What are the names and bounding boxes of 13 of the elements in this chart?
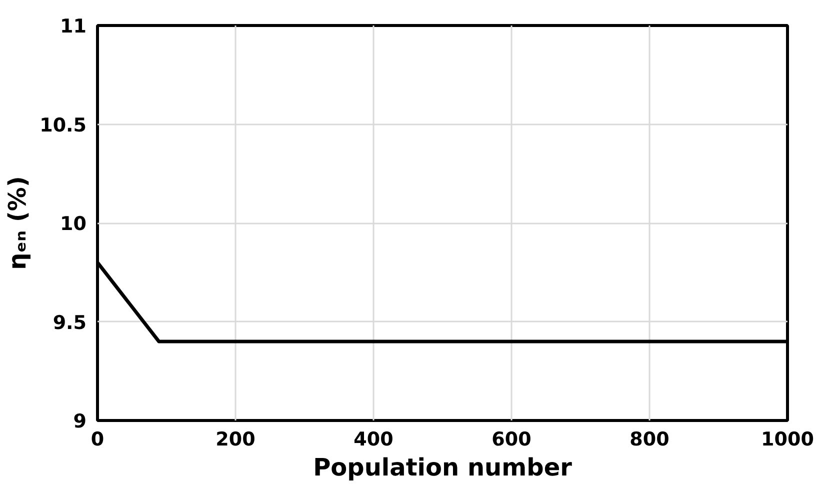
x-tick-label: 800 xyxy=(630,428,670,450)
y-axis-title: ηₑₙ (%) xyxy=(4,176,32,270)
y-tick-label: 11 xyxy=(60,16,87,38)
y-tick-label: 10.5 xyxy=(40,114,87,136)
y-tick-label: 10 xyxy=(60,213,87,235)
x-tick-label: 0 xyxy=(90,428,104,450)
y-tick-label: 9.5 xyxy=(52,312,87,334)
x-tick-label: 600 xyxy=(492,428,532,450)
x-tick-label: 400 xyxy=(354,428,394,450)
x-tick-label: 200 xyxy=(216,428,256,450)
x-tick-label: 1000 xyxy=(761,428,814,450)
y-tick-label: 9 xyxy=(73,410,87,432)
x-axis-title: Population number xyxy=(313,454,572,482)
